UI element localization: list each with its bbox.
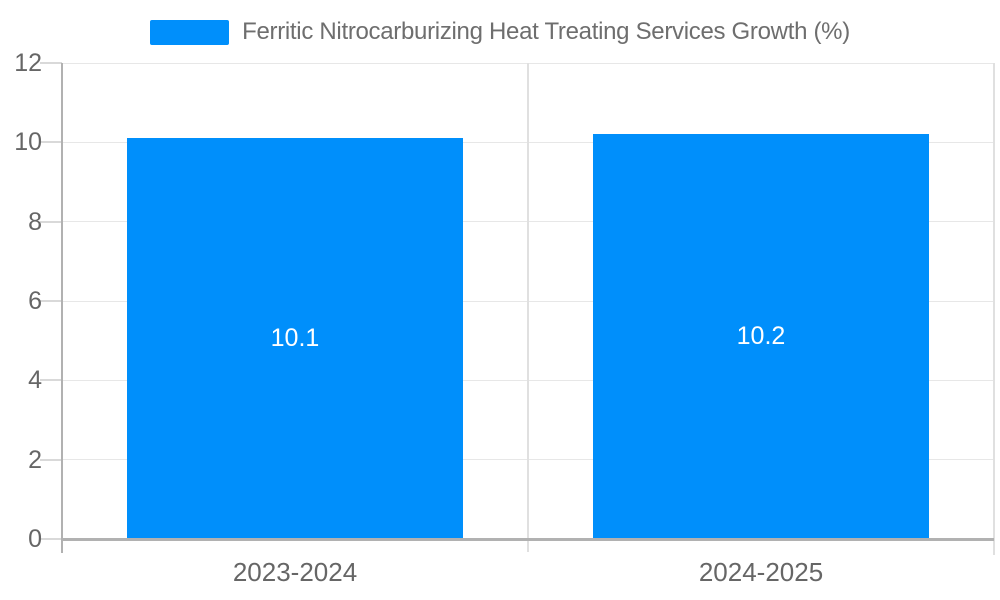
legend-swatch	[150, 19, 230, 45]
y-axis-label: 8	[28, 207, 42, 236]
y-axis-label: 2	[28, 445, 42, 474]
x-axis-label: 2024-2025	[698, 557, 824, 587]
bar-value-label: 10.1	[270, 324, 320, 353]
y-axis-label: 4	[28, 366, 42, 395]
category-divider	[527, 63, 529, 552]
y-tick	[40, 458, 62, 461]
legend[interactable]: Ferritic Nitrocarburizing Heat Treating …	[0, 18, 1000, 46]
plot-right-border	[993, 63, 995, 555]
y-axis-label: 12	[14, 49, 42, 77]
y-tick	[40, 62, 62, 64]
y-axis-label: 10	[14, 128, 42, 157]
y-tick	[40, 300, 62, 302]
y-axis-label: 6	[28, 287, 42, 315]
y-axis-label: 0	[28, 525, 42, 553]
bar-2024-2025[interactable]: 10.2	[593, 134, 929, 539]
y-tick	[40, 141, 62, 144]
bar-value-label: 10.2	[736, 322, 786, 351]
y-axis-line	[61, 63, 63, 553]
bar-2023-2024[interactable]: 10.1	[127, 138, 463, 539]
y-tick	[40, 538, 62, 540]
legend-label: Ferritic Nitrocarburizing Heat Treating …	[242, 18, 850, 45]
x-axis-line	[62, 537, 994, 541]
y-tick	[40, 379, 62, 382]
x-axis-label: 2023-2024	[232, 557, 358, 587]
y-tick	[40, 220, 62, 223]
